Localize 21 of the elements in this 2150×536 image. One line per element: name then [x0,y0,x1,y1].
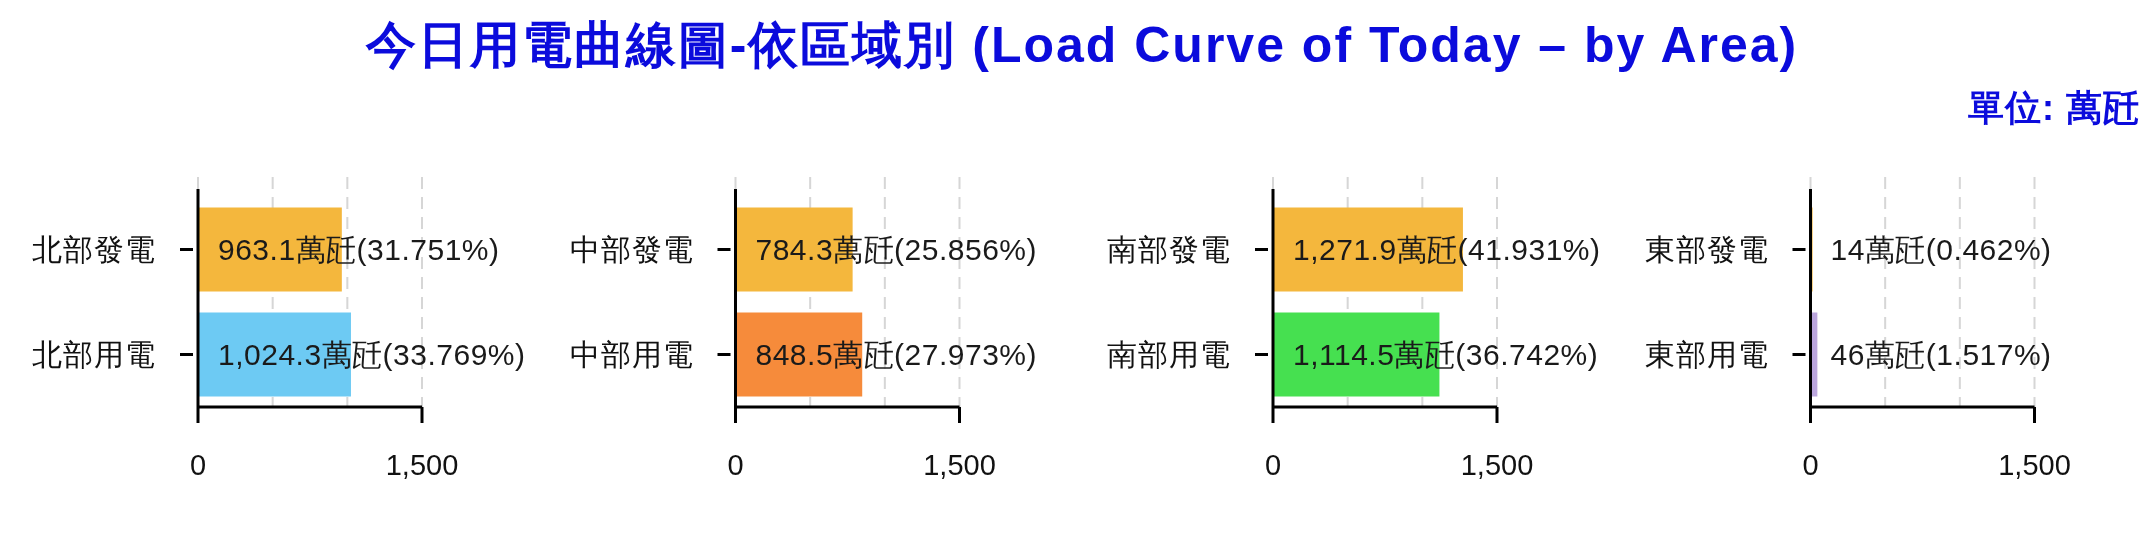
y-tick-label: 東部發電 [1644,232,1769,266]
x-tick-label: 1,500 [923,449,996,481]
x-tick-label: 1,500 [1998,449,2071,481]
y-tick-label: 南部發電 [1107,232,1231,266]
data-label: 1,114.5萬瓩(36.742%) [1293,337,1599,371]
data-label: 14萬瓩(0.462%) [1830,232,2052,266]
data-label: 46萬瓩(1.517%) [1830,337,2052,371]
x-tick-label: 0 [1802,449,1819,481]
y-tick-label: 中部發電 [569,232,694,266]
x-tick-label: 1,500 [385,449,459,481]
y-tick-label: 南部用電 [1107,337,1231,371]
y-tick-label: 北部發電 [32,232,156,266]
text: 今日用電曲線圖-依區域別 (Load Curve of Today – by Area) [364,17,1799,73]
x-tick-label: 0 [727,449,744,481]
y-tick-label: 中部用電 [569,337,694,371]
y-tick-label: 北部用電 [32,337,156,371]
x-tick-label: 0 [189,449,207,481]
x-tick-label: 0 [1264,449,1282,481]
text: 單位: 萬瓩 [1968,87,2140,128]
x-tick-label: 1,500 [1460,449,1534,481]
y-tick-label: 東部用電 [1644,337,1769,371]
